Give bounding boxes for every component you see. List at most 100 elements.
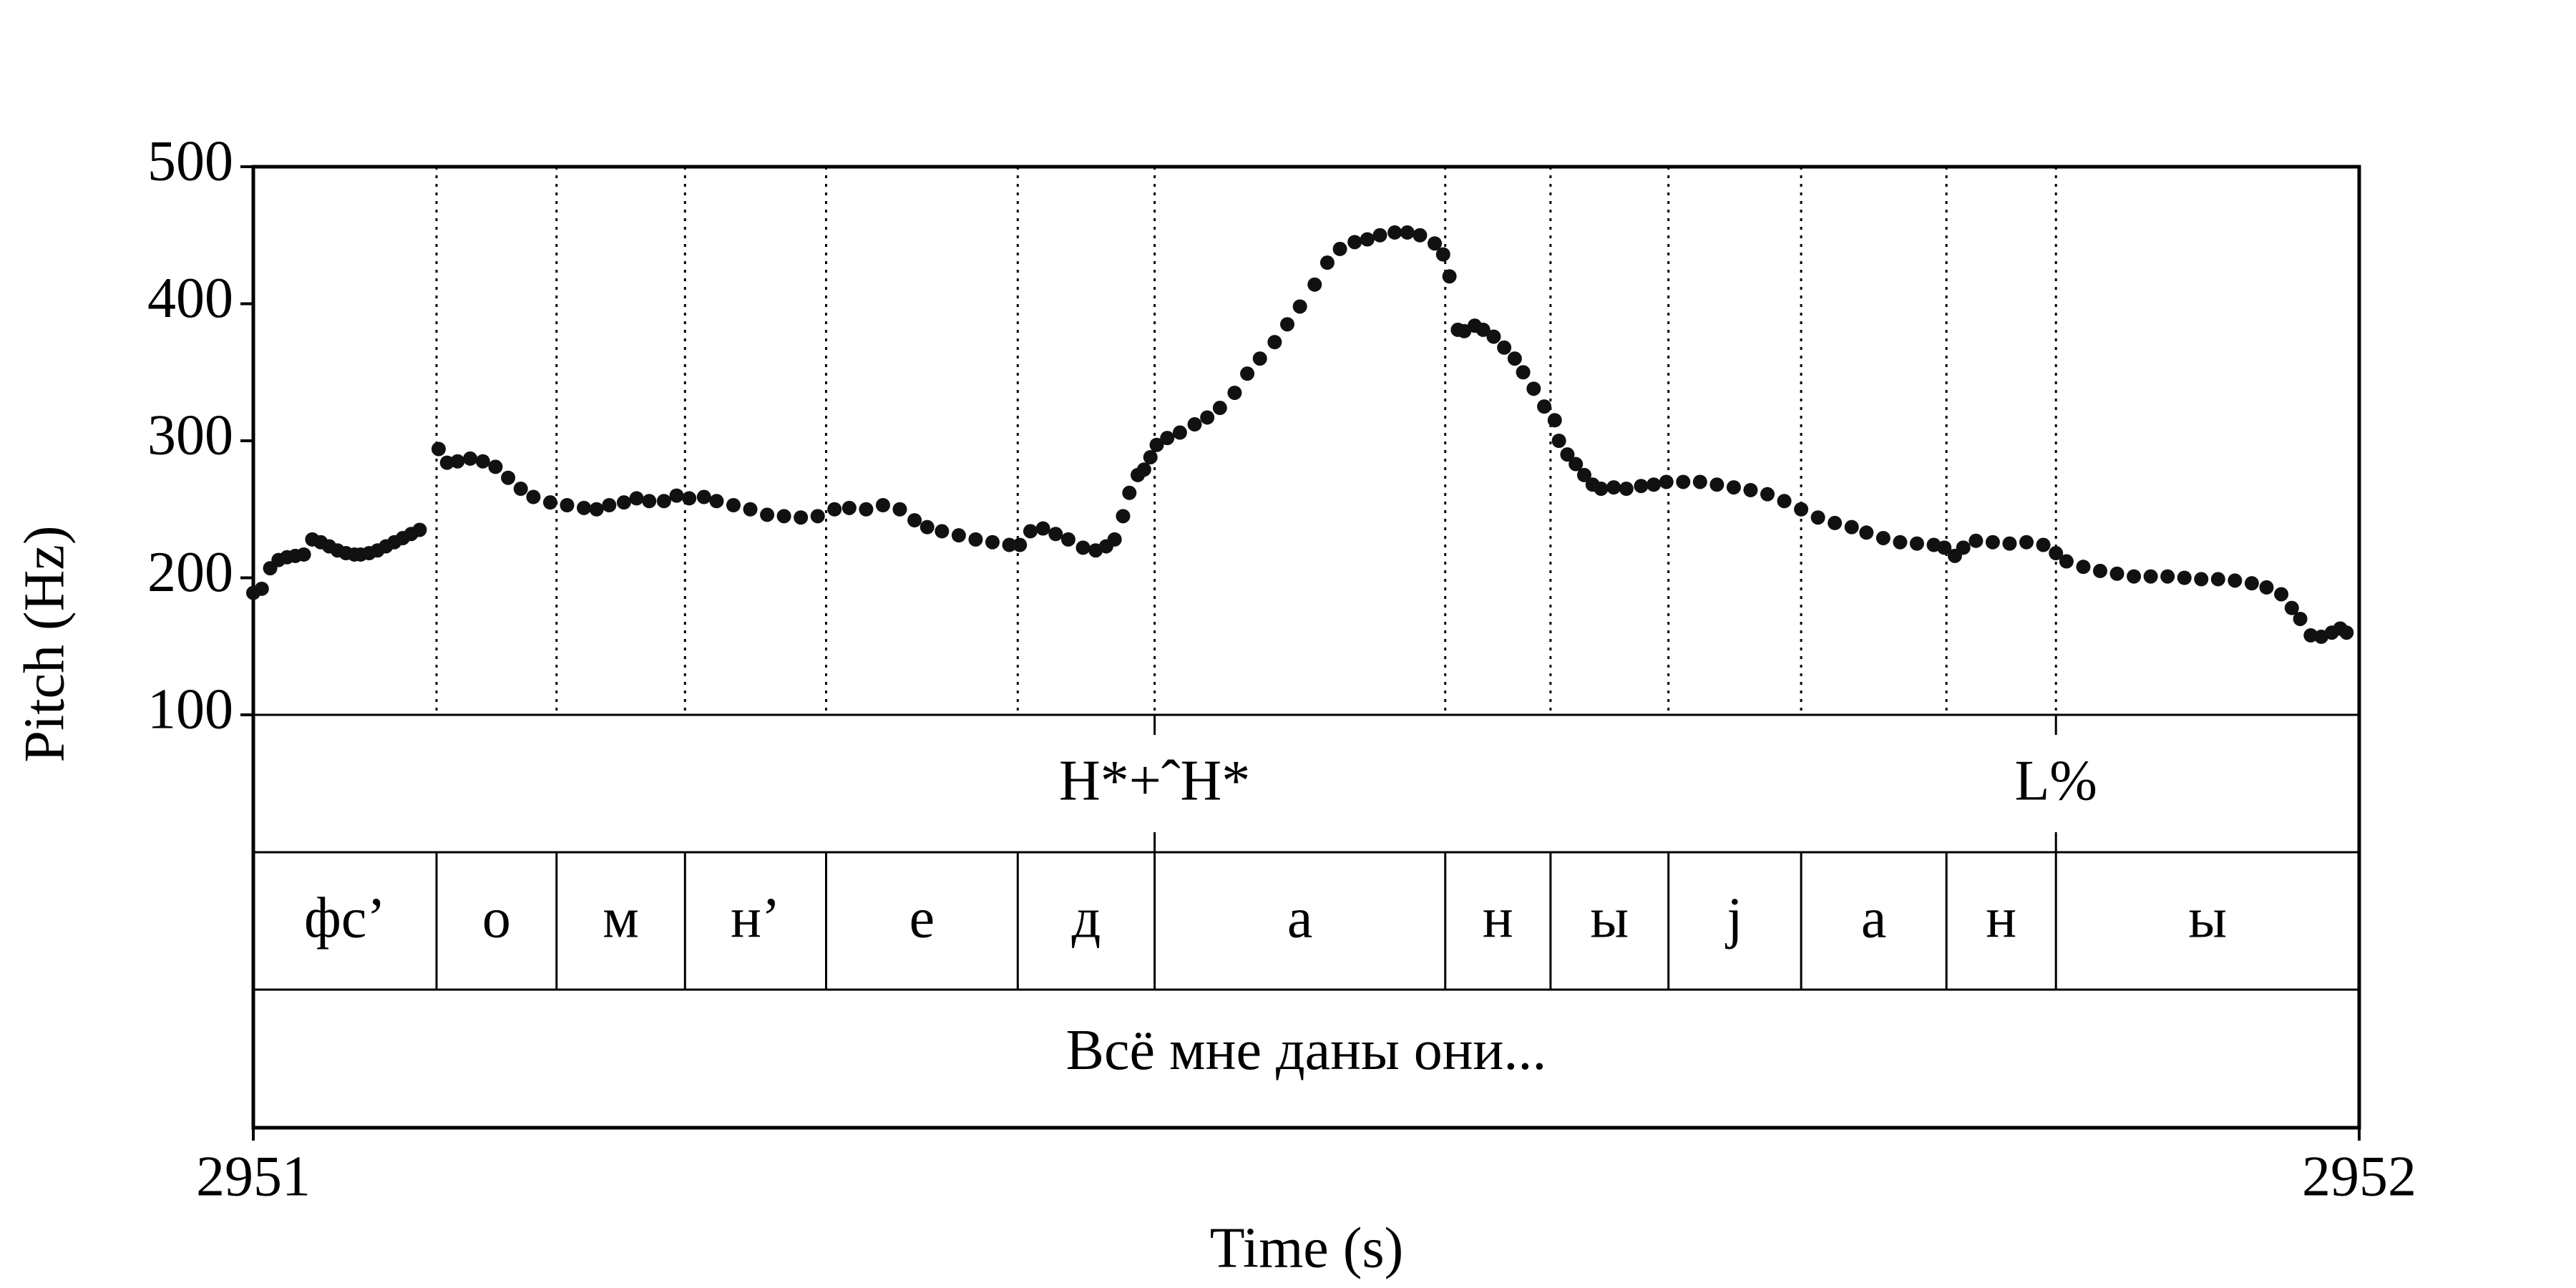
- pitch-point: [892, 502, 907, 517]
- segment-label: д: [1072, 887, 1101, 950]
- pitch-point: [1475, 322, 1491, 337]
- pitch-point: [2049, 546, 2064, 561]
- pitch-point: [2293, 611, 2308, 626]
- tone-label: H*+ˆH*: [1059, 749, 1250, 812]
- pitch-point: [2339, 625, 2354, 640]
- segment-label: фс’: [304, 887, 386, 950]
- pitch-point: [1307, 277, 1322, 292]
- pitch-point: [2210, 572, 2225, 587]
- segment-label: а: [1287, 887, 1313, 950]
- segment-label: н’: [731, 887, 780, 950]
- pitch-point: [2274, 587, 2289, 602]
- pitch-point: [2109, 566, 2124, 581]
- pitch-point: [1252, 351, 1267, 366]
- pitch-point: [1442, 269, 1457, 284]
- pitch-point: [1828, 515, 1843, 530]
- pitch-point: [463, 451, 478, 466]
- pitch-point: [709, 494, 724, 509]
- pitch-point: [642, 494, 657, 509]
- pitch-point: [2059, 554, 2074, 569]
- pitch-point: [488, 459, 503, 474]
- pitch-point: [1227, 385, 1242, 400]
- pitch-point: [1619, 482, 1634, 497]
- pitch-point: [1875, 530, 1890, 545]
- pitch-point: [1013, 537, 1028, 552]
- pitch-point: [1537, 399, 1552, 414]
- pitch-point: [2194, 572, 2209, 587]
- pitch-point: [1526, 381, 1541, 396]
- pitch-point: [810, 509, 825, 524]
- y-tick-label: 200: [147, 541, 233, 604]
- pitch-point: [1172, 425, 1187, 440]
- pitch-point: [669, 488, 684, 503]
- pitch-point: [602, 498, 617, 513]
- pitch-point: [1743, 482, 1758, 497]
- pitch-point: [841, 500, 857, 515]
- x-axis-label: Time (s): [1210, 1216, 1403, 1279]
- pitch-point: [2160, 569, 2175, 584]
- sentence-label: Всё мне даны они...: [1066, 1019, 1547, 1082]
- pitch-point: [1551, 434, 1566, 448]
- pitch-point: [1985, 535, 2000, 550]
- pitch-point: [2076, 560, 2091, 575]
- pitch-point: [907, 513, 922, 528]
- pitch-point: [951, 528, 966, 543]
- pitch-point: [450, 454, 465, 469]
- y-tick-label: 500: [147, 130, 233, 192]
- segment-label: н: [1483, 887, 1513, 950]
- pitch-point: [726, 498, 741, 513]
- pitch-point: [935, 524, 950, 539]
- segment-label: ы: [2188, 887, 2227, 950]
- pitch-point: [682, 491, 697, 506]
- pitch-point: [2244, 576, 2259, 591]
- pitch-point: [2259, 580, 2274, 595]
- pitch-point: [1594, 482, 1609, 497]
- pitch-point: [919, 519, 935, 535]
- pitch-point: [1060, 532, 1075, 547]
- pitch-point: [1136, 462, 1151, 477]
- pitch-point: [2143, 569, 2158, 584]
- pitch-point: [1035, 521, 1050, 536]
- pitch-point: [1893, 535, 1908, 550]
- pitch-point: [875, 498, 890, 513]
- pitch-point: [542, 495, 557, 510]
- pitch-point: [1507, 351, 1522, 366]
- segment-label: ы: [1590, 887, 1629, 950]
- pitch-point: [1002, 537, 1017, 552]
- y-tick-label: 100: [147, 678, 233, 741]
- x-tick-label: 2951: [196, 1145, 311, 1208]
- pitch-point: [2093, 563, 2108, 578]
- pitch-point: [760, 507, 775, 522]
- segment-label: j: [1724, 887, 1742, 950]
- pitch-point: [2177, 570, 2192, 585]
- pitch-point: [2002, 536, 2017, 551]
- pitch-point: [1360, 232, 1375, 247]
- pitch-point: [985, 535, 1000, 550]
- pitch-point: [743, 502, 758, 517]
- pitch-point: [1075, 540, 1091, 555]
- pitch-point: [1048, 527, 1063, 542]
- pitch-point: [1149, 437, 1164, 452]
- pitch-point: [1844, 519, 1859, 535]
- pitch-point: [1240, 366, 1255, 381]
- pitch-point: [296, 547, 311, 562]
- pitch-point: [1319, 255, 1335, 270]
- pitch-point: [1794, 502, 1809, 517]
- pitch-point: [1387, 225, 1402, 240]
- pitch-point: [1646, 477, 1662, 492]
- pitch-point: [629, 491, 644, 506]
- pitch-point: [2019, 535, 2034, 550]
- pitch-point: [1486, 329, 1501, 344]
- pitch-point: [616, 495, 631, 510]
- pitch-point: [431, 441, 446, 457]
- pitch-point: [1122, 485, 1137, 500]
- pitch-point: [1909, 536, 1924, 551]
- pitch-point: [1435, 247, 1450, 262]
- y-axis-label: Pitch (Hz): [13, 525, 76, 762]
- pitch-point: [1497, 340, 1512, 355]
- pitch-point: [1160, 431, 1175, 446]
- y-tick-label: 400: [147, 267, 233, 330]
- pitch-point: [794, 510, 809, 525]
- pitch-point: [1413, 228, 1428, 243]
